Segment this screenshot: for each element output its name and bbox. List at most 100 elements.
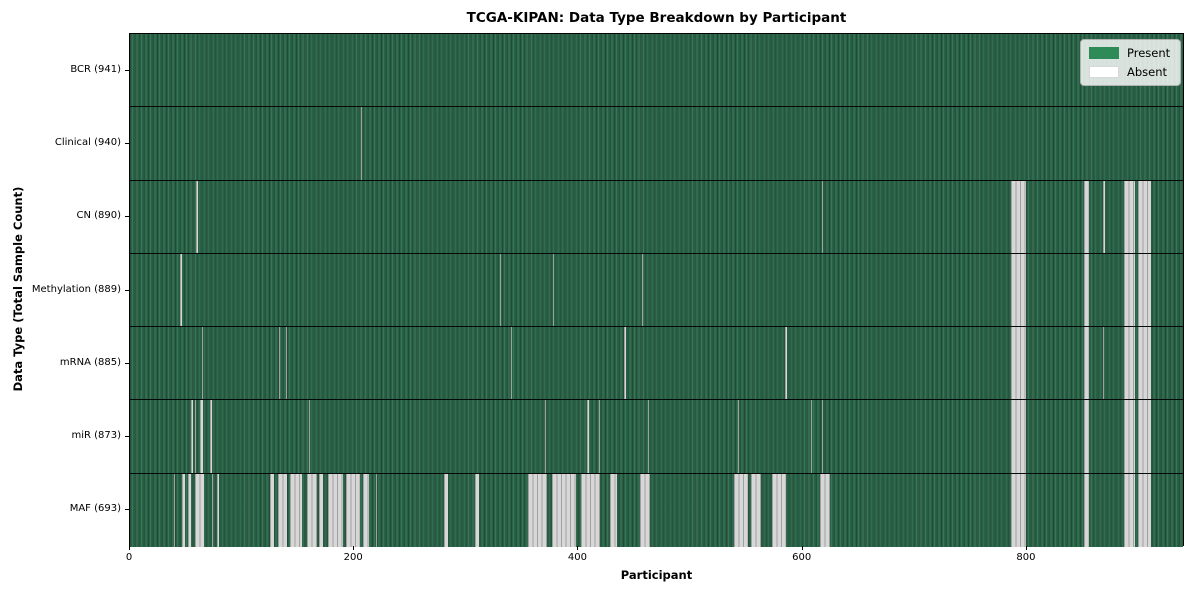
absent-stripe <box>1137 180 1152 253</box>
absent-stripe <box>279 327 281 400</box>
absent-stripe <box>544 400 546 473</box>
absent-stripe <box>580 473 600 547</box>
absent-stripe <box>290 473 302 547</box>
absent-stripe <box>181 473 185 547</box>
absent-stripe <box>1103 180 1106 253</box>
absent-stripe <box>821 180 823 253</box>
plot-area <box>129 33 1184 547</box>
absent-stripe <box>199 400 203 473</box>
absent-stripe <box>1124 473 1135 547</box>
absent-stripe <box>328 473 343 547</box>
x-axis-tick <box>353 546 355 550</box>
legend-entry-present: Present <box>1089 46 1170 60</box>
heatmap-row-bcr <box>130 34 1183 108</box>
absent-stripe <box>1011 180 1026 253</box>
absent-stripe <box>1103 327 1105 400</box>
y-axis-tick-label: CN (890) <box>76 210 121 222</box>
absent-stripe <box>195 400 197 473</box>
absent-stripe <box>1011 253 1026 327</box>
absent-stripe <box>475 473 479 547</box>
legend-label-absent: Absent <box>1127 65 1168 79</box>
heatmap-row-cn <box>130 180 1183 254</box>
absent-stripe <box>810 400 812 473</box>
x-axis-tick-label: 600 <box>792 552 812 563</box>
absent-stripe <box>1124 400 1135 473</box>
absent-stripe <box>217 473 219 547</box>
absent-stripe <box>624 327 626 400</box>
heatmap-row-maf <box>130 473 1183 547</box>
absent-stripe <box>598 400 600 473</box>
absent-stripe <box>195 473 204 547</box>
absent-stripe <box>209 400 212 473</box>
absent-stripe <box>1011 473 1026 547</box>
absent-stripe <box>499 253 502 327</box>
absent-stripe <box>309 400 311 473</box>
x-axis-tick <box>577 546 579 550</box>
x-axis-tick <box>129 546 130 550</box>
y-axis-tick <box>125 142 129 144</box>
absent-stripe <box>1124 327 1135 400</box>
absent-stripe <box>285 327 287 400</box>
absent-stripe <box>552 253 554 327</box>
absent-stripe <box>277 473 287 547</box>
absent-stripe <box>270 473 274 547</box>
y-axis-tick-label: BCR (941) <box>70 63 121 75</box>
absent-stripe <box>375 473 377 547</box>
x-axis-tick-label: 0 <box>125 552 133 563</box>
y-axis-tick <box>125 216 129 218</box>
absent-stripe <box>443 473 449 547</box>
heatmap-row-mrna <box>130 327 1183 401</box>
x-axis-tick-label: 200 <box>343 552 363 563</box>
legend-entry-absent: Absent <box>1089 65 1170 79</box>
absent-stripe <box>640 473 651 547</box>
absent-stripe <box>1084 473 1089 547</box>
y-axis-tick <box>125 69 129 71</box>
absent-stripe <box>319 473 323 547</box>
absent-stripe <box>1011 327 1026 400</box>
x-axis-tick-label: 400 <box>567 552 587 563</box>
absent-stripe <box>642 253 644 327</box>
absent-stripe <box>819 473 830 547</box>
y-axis-tick-label: MAF (693) <box>69 503 121 515</box>
absent-stripe <box>737 400 739 473</box>
y-axis-tick <box>125 362 129 364</box>
absent-stripe <box>1084 327 1089 400</box>
absent-stripe <box>511 327 513 400</box>
heatmap-row-mir <box>130 400 1183 474</box>
absent-stripe <box>821 400 823 473</box>
x-axis-tick <box>801 546 803 550</box>
absent-stripe <box>751 473 762 547</box>
y-axis-tick <box>125 289 129 291</box>
absent-stripe <box>1084 253 1089 327</box>
absent-stripe <box>363 473 369 547</box>
x-axis-label: Participant <box>620 568 693 582</box>
absent-stripe <box>1084 400 1089 473</box>
absent-stripe <box>1084 180 1089 253</box>
y-axis-tick-label: Methylation (889) <box>31 283 121 295</box>
absent-stripe <box>190 400 193 473</box>
present-swatch-icon <box>1089 47 1119 59</box>
y-axis-tick <box>125 436 129 438</box>
absent-stripe <box>772 473 786 547</box>
x-axis-tick <box>1025 546 1027 550</box>
absent-stripe <box>196 180 199 253</box>
absent-stripe <box>587 400 589 473</box>
legend: Present Absent <box>1080 39 1182 86</box>
y-axis-tick <box>125 509 129 511</box>
x-axis-tick-label: 800 <box>1016 552 1036 563</box>
absent-stripe <box>609 473 617 547</box>
heatmap-row-clinical <box>130 107 1183 181</box>
absent-stripe <box>360 107 363 180</box>
y-axis-tick-label: Clinical (940) <box>54 136 121 148</box>
heatmap-row-methylation <box>130 253 1183 328</box>
absent-stripe <box>1137 327 1152 400</box>
legend-label-present: Present <box>1127 46 1171 60</box>
absent-stripe <box>1137 253 1152 327</box>
absent-stripe <box>180 253 182 327</box>
absent-swatch-icon <box>1089 66 1119 78</box>
absent-stripe <box>173 473 175 547</box>
absent-stripe <box>1124 180 1135 253</box>
absent-stripe <box>307 473 318 547</box>
absent-stripe <box>647 400 650 473</box>
